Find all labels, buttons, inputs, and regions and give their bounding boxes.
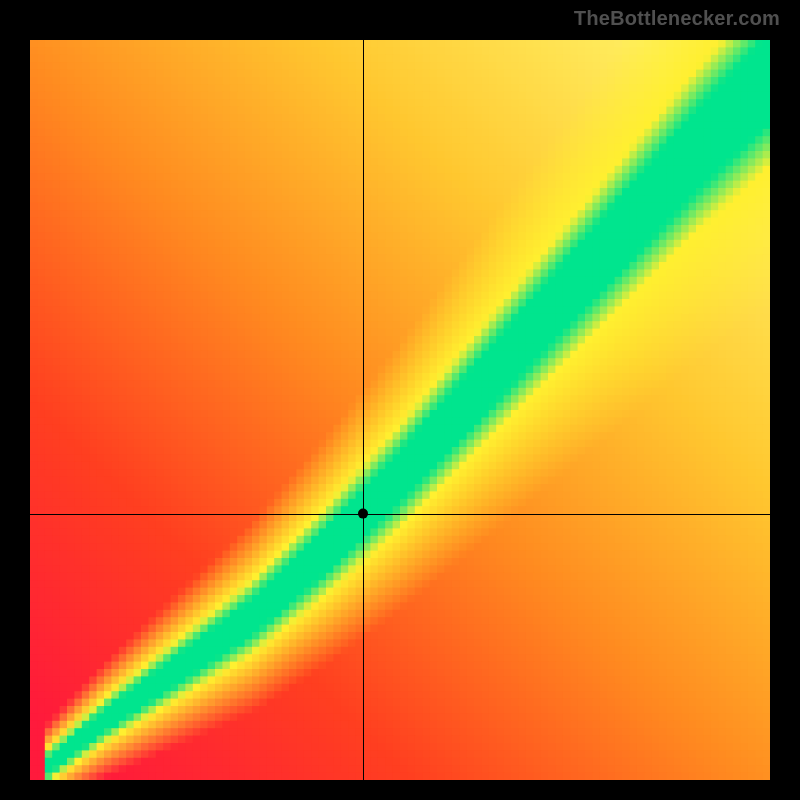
chart-container: TheBottlenecker.com xyxy=(0,0,800,800)
bottleneck-heatmap xyxy=(30,40,770,780)
watermark-text: TheBottlenecker.com xyxy=(574,8,780,31)
